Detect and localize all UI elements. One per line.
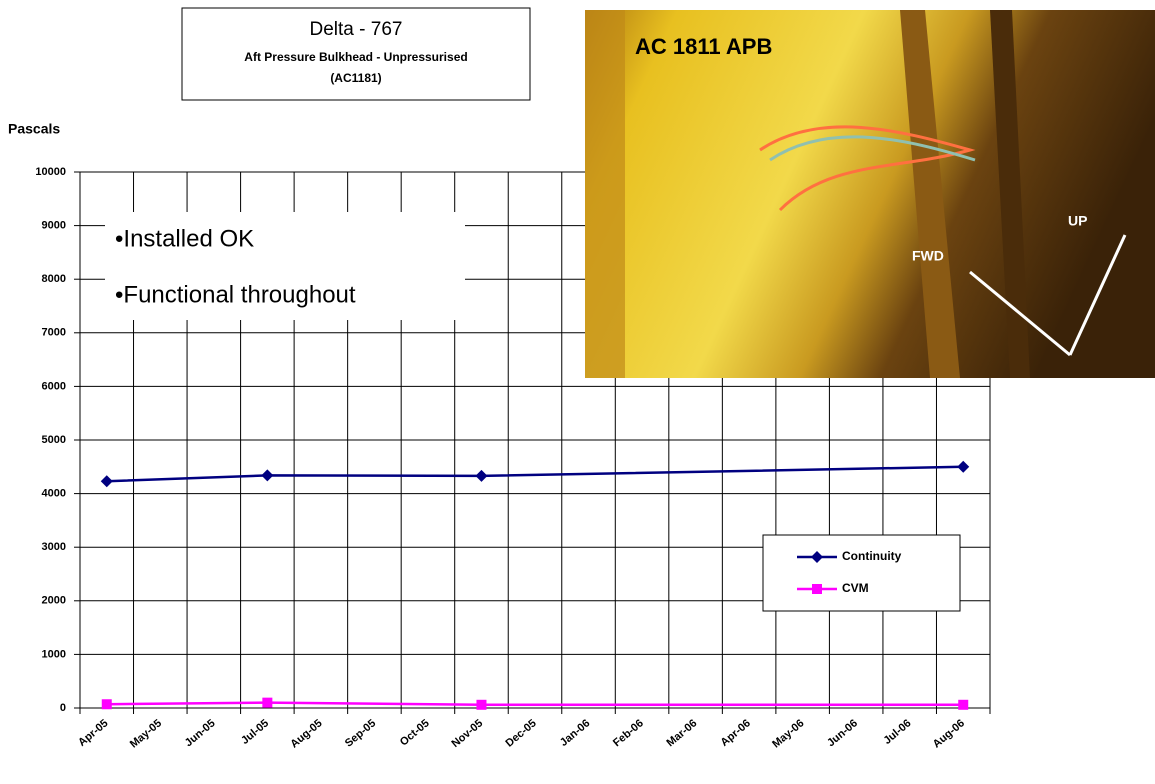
photo-label: FWD	[912, 248, 944, 264]
y-tick-label: 0	[60, 702, 66, 714]
y-tick-label: 1000	[42, 648, 66, 660]
marker	[261, 469, 273, 481]
marker	[102, 699, 112, 709]
y-tick-label: 9000	[42, 220, 66, 232]
x-tick-label: May-06	[770, 717, 806, 750]
x-tick-label: Dec-05	[503, 717, 538, 749]
photo-frame	[585, 10, 625, 378]
x-tick-label: Jul-06	[881, 717, 913, 747]
chart-subtitle: Aft Pressure Bulkhead - Unpressurised	[244, 50, 467, 64]
x-tick-label: May-05	[128, 717, 164, 750]
x-tick-label: Jul-05	[239, 717, 271, 747]
x-tick-label: Feb-06	[611, 717, 646, 749]
chart-title: Delta - 767	[310, 19, 403, 40]
y-tick-label: 4000	[42, 488, 66, 500]
marker	[812, 584, 822, 594]
marker	[958, 700, 968, 710]
photo-background	[585, 10, 1155, 378]
x-tick-label: Jun-05	[183, 717, 218, 749]
x-tick-label: Oct-05	[398, 717, 432, 748]
annotation: •Installed OK •Functional throughout	[105, 212, 465, 320]
y-tick-label: 7000	[42, 327, 66, 339]
x-tick-label: Jun-06	[825, 717, 860, 749]
legend-box	[763, 535, 960, 611]
marker	[957, 461, 969, 473]
x-tick-label: Apr-06	[719, 717, 753, 749]
marker	[476, 700, 486, 710]
marker	[475, 470, 487, 482]
y-tick-label: 3000	[42, 541, 66, 553]
x-tick-label: Aug-05	[288, 717, 324, 750]
y-axis-label: Pascals	[8, 121, 60, 137]
x-tick-label: Aug-06	[931, 717, 967, 750]
annotation-text: •Functional throughout	[115, 281, 356, 308]
photo: AC 1811 APB FWD UP	[585, 10, 1155, 378]
y-tick-label: 5000	[42, 434, 66, 446]
photo-title: AC 1811 APB	[635, 34, 772, 59]
photo-label: UP	[1068, 213, 1087, 229]
marker	[262, 698, 272, 708]
x-tick-label: Mar-06	[665, 717, 700, 749]
slide: Delta - 767 Aft Pressure Bulkhead - Unpr…	[0, 0, 1155, 784]
chart-subtitle: (AC1181)	[330, 71, 381, 85]
x-tick-label: Apr-05	[76, 717, 110, 749]
marker	[101, 475, 113, 487]
series-line	[107, 467, 963, 481]
x-tick-label: Nov-05	[449, 717, 485, 750]
legend: Continuity CVM	[763, 535, 960, 611]
x-tick-label: Jan-06	[558, 717, 592, 749]
y-tick-label: 2000	[42, 595, 66, 607]
legend-label: Continuity	[842, 549, 902, 563]
legend-label: CVM	[842, 581, 869, 595]
y-tick-label: 6000	[42, 380, 66, 392]
annotation-text: •Installed OK	[115, 225, 254, 252]
x-tick-label: Sep-05	[343, 717, 378, 749]
y-tick-label: 10000	[35, 166, 66, 178]
y-tick-label: 8000	[42, 273, 66, 285]
series-line	[107, 703, 963, 705]
